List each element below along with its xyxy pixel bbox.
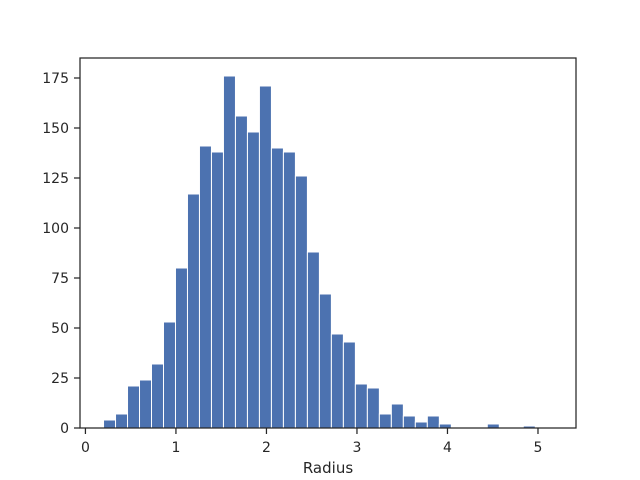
x-axis-ticks: 0 1 2 3 4 5 <box>81 428 542 456</box>
x-tick-label: 5 <box>534 440 543 456</box>
histogram-bar <box>414 421 428 429</box>
plot-frame <box>79 57 577 429</box>
y-tick-label: 75 <box>51 271 69 287</box>
y-tick-label: 125 <box>42 171 69 187</box>
x-tick-label: 1 <box>171 440 180 456</box>
histogram-bar <box>258 85 272 429</box>
histogram-bar <box>210 151 224 429</box>
y-tick-label: 50 <box>51 321 69 337</box>
x-axis-label: Radius <box>303 459 353 477</box>
histogram-bar <box>378 413 392 429</box>
x-tick-label: 4 <box>443 440 452 456</box>
histogram-bar <box>318 293 332 429</box>
histogram-bar <box>390 403 404 429</box>
histogram-bar <box>151 363 164 429</box>
y-tick-label: 0 <box>60 421 69 437</box>
histogram-bar <box>222 75 236 429</box>
y-axis-ticks: 0 25 50 75 100 125 150 175 <box>42 71 80 437</box>
histogram-bar <box>163 321 176 429</box>
histogram-bar <box>342 341 356 429</box>
histogram-bar <box>139 379 152 429</box>
histogram-bar <box>186 193 200 429</box>
histogram-bar <box>234 115 248 429</box>
histogram-bar <box>366 387 380 429</box>
histogram-bar <box>270 147 284 429</box>
histogram-bar <box>127 385 141 429</box>
histogram-bar <box>354 383 368 429</box>
y-tick-label: 175 <box>42 71 69 87</box>
x-tick-label: 3 <box>353 440 362 456</box>
histogram-bar <box>402 415 416 429</box>
histogram-bar <box>330 333 344 429</box>
histogram-bar <box>174 267 188 429</box>
x-tick-label: 2 <box>262 440 271 456</box>
histogram-bar <box>115 413 129 429</box>
histogram-bar <box>294 175 308 429</box>
x-tick-label: 0 <box>81 440 90 456</box>
histogram-bar <box>426 415 440 429</box>
y-tick-label: 25 <box>51 371 69 387</box>
histogram-bar <box>246 131 260 429</box>
histogram-bar <box>306 251 320 429</box>
histogram-bar <box>282 151 296 429</box>
y-tick-label: 150 <box>42 121 69 137</box>
histogram-bar <box>198 145 212 429</box>
y-tick-label: 100 <box>42 221 69 237</box>
histogram-bar <box>103 419 117 429</box>
